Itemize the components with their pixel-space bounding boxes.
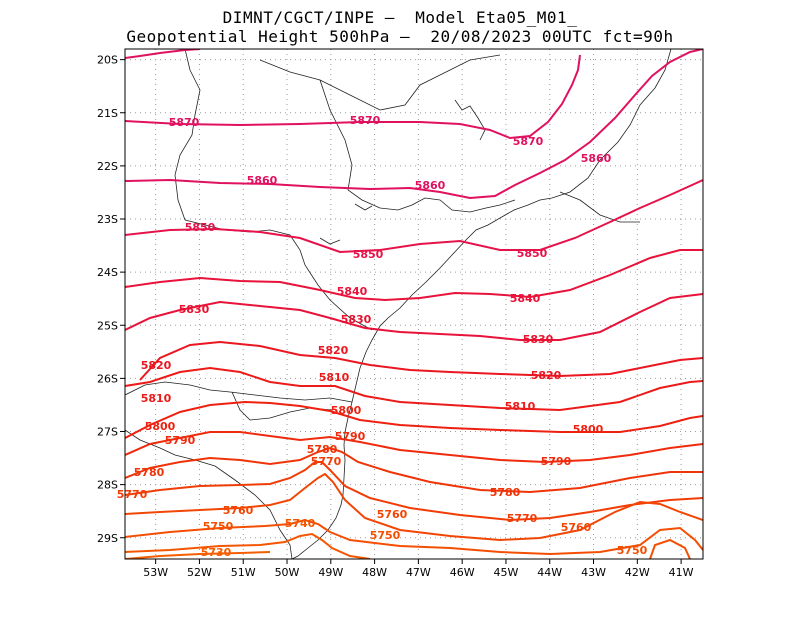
xtick-label: 52W: [187, 566, 212, 579]
height-contours: [125, 49, 703, 559]
plot-frame: [124, 48, 704, 560]
xtick-label: 45W: [494, 566, 519, 579]
contour-label: 5850: [353, 248, 384, 261]
contour-label: 5810: [141, 392, 172, 405]
contour-line: [125, 472, 703, 542]
contour-label: 5860: [415, 179, 446, 192]
ytick-label: 20S: [97, 54, 118, 67]
contour-label: 5810: [319, 371, 350, 384]
contour-label: 5830: [523, 333, 554, 346]
contour-label: 5750: [617, 544, 648, 557]
ytick-label: 21S: [97, 107, 118, 120]
contour-label: 5760: [223, 504, 254, 517]
longitude-axis: 53W 52W 51W 50W 49W 48W 47W 46W 45W 44W 43W 42W 41W: [143, 559, 694, 579]
contour-label: 5770: [311, 455, 342, 468]
contour-labels: 5870 5870 5870 5860 5860 5860 5850 5850 5850 5840…: [117, 114, 648, 559]
xtick-label: 53W: [143, 566, 168, 579]
contour-label: 5870: [513, 135, 544, 148]
contour-label: 5860: [581, 152, 612, 165]
contour-label: 5800: [573, 423, 604, 436]
xtick-label: 49W: [318, 566, 343, 579]
ytick-label: 26S: [97, 372, 118, 385]
contour-line: [125, 400, 703, 439]
xtick-label: 51W: [231, 566, 256, 579]
contour-label: 5840: [510, 292, 541, 305]
contour-line: [125, 249, 703, 302]
state-border: [125, 381, 353, 403]
reservoir: [319, 99, 486, 245]
contour-line: [125, 49, 201, 59]
contour-line: [125, 54, 581, 140]
contour-label: 5770: [117, 488, 148, 501]
ytick-label: 23S: [97, 213, 118, 226]
state-border: [231, 391, 333, 421]
contour-label: 5870: [169, 116, 200, 129]
contour-line: [125, 179, 703, 254]
map-title-line2: Geopotential Height 500hPa – 20/08/2023 …: [126, 27, 674, 46]
contour-line: [649, 538, 691, 559]
contour-label: 5780: [134, 466, 165, 479]
contour-label: 5730: [201, 546, 232, 559]
xtick-label: 47W: [406, 566, 431, 579]
ytick-label: 29S: [97, 532, 118, 545]
ytick-label: 25S: [97, 319, 118, 332]
latitude-axis: 20S 21S 22S 23S 24S 25S 26S 27S 28S 29S: [97, 54, 125, 545]
contour-line: [125, 551, 271, 559]
contour-label: 5800: [145, 420, 176, 433]
contour-label: 5790: [335, 430, 366, 443]
contour-label: 5750: [370, 529, 401, 542]
ytick-label: 24S: [97, 266, 118, 279]
contour-label: 5850: [185, 221, 216, 234]
contour-label: 5770: [507, 512, 538, 525]
xtick-label: 48W: [362, 566, 387, 579]
contour-label: 5760: [377, 508, 408, 521]
contour-label: 5810: [505, 400, 536, 413]
xtick-label: 50W: [275, 566, 300, 579]
contour-line: [125, 366, 703, 412]
contour-label: 5800: [331, 404, 362, 417]
contour-label: 5830: [341, 313, 372, 326]
contour-label: 5740: [285, 517, 316, 530]
state-border: [125, 429, 293, 559]
map-title-line1: DIMNT/CGCT/INPE – Model Eta05_M01_: [222, 8, 578, 27]
contour-line: [125, 532, 371, 559]
contour-label: 5780: [490, 486, 521, 499]
state-border: [174, 49, 201, 221]
xtick-label: 43W: [581, 566, 606, 579]
state-border: [259, 54, 501, 111]
contour-label: 5790: [165, 434, 196, 447]
xtick-label: 42W: [625, 566, 650, 579]
contour-line: [139, 340, 703, 381]
xtick-label: 44W: [537, 566, 562, 579]
contour-label: 5820: [141, 359, 172, 372]
state-border: [319, 79, 516, 213]
xtick-label: 46W: [450, 566, 475, 579]
contour-label: 5790: [541, 455, 572, 468]
contour-label: 5820: [531, 369, 562, 382]
ytick-label: 27S: [97, 426, 118, 439]
contour-label: 5860: [247, 174, 278, 187]
contour-line: [125, 293, 703, 341]
contour-line: [125, 49, 703, 200]
contour-label: 5750: [203, 520, 234, 533]
contour-label: 5830: [179, 303, 210, 316]
ytick-label: 28S: [97, 479, 118, 492]
contour-label: 5820: [318, 344, 349, 357]
contour-line: [125, 518, 703, 556]
ytick-label: 22S: [97, 160, 118, 173]
contour-label: 5760: [561, 521, 592, 534]
contour-line: [125, 431, 703, 464]
xtick-label: 41W: [669, 566, 694, 579]
contour-label: 5840: [337, 285, 368, 298]
contour-line: [125, 446, 703, 494]
contour-label: 5780: [307, 443, 338, 456]
contour-line: [125, 461, 703, 522]
contour-label: 5850: [517, 247, 548, 260]
river: [559, 191, 640, 223]
contour-label: 5870: [350, 114, 381, 127]
